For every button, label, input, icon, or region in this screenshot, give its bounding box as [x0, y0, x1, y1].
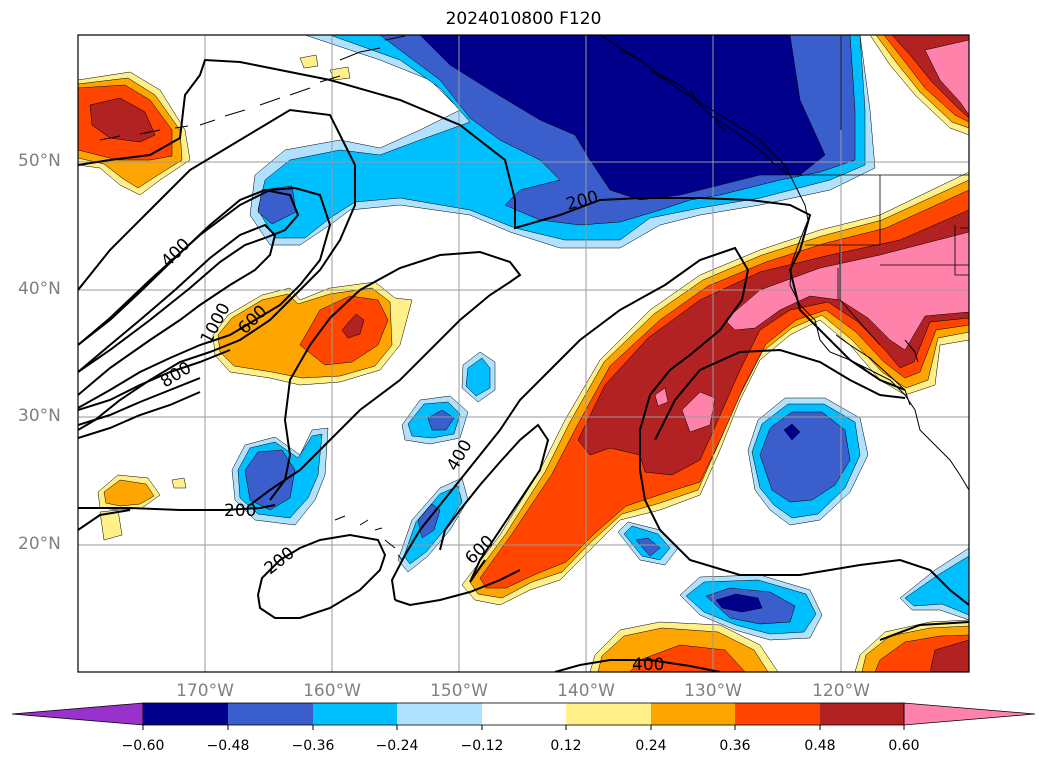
colorbar-ticks: [142, 725, 905, 730]
map-title: 2024010800 F120: [445, 9, 602, 29]
colorbar-swatch: [566, 703, 651, 725]
colorbar-swatch: [735, 703, 820, 725]
colorbar-tick-label: −0.12: [460, 738, 504, 754]
colorbar-extend-high: [903, 702, 1036, 726]
contour-label: 200: [224, 501, 256, 521]
colorbar-tick-label: −0.60: [121, 738, 165, 754]
colorbar-swatch: [651, 703, 735, 725]
colorbar-tick-label: 0.60: [888, 738, 920, 754]
lat-label: 50°N: [18, 151, 61, 171]
colorbar-tick-label: 0.12: [550, 738, 582, 754]
lat-label: 40°N: [18, 279, 61, 299]
lon-label: 130°W: [684, 681, 742, 701]
contour-label: 400: [157, 234, 194, 271]
colorbar-tick-label: 0.24: [635, 738, 667, 754]
colorbar-tick-label: −0.24: [375, 738, 419, 754]
map-plot-area: 400 1000 600 800 200 200 200 400 600 400: [78, 35, 969, 675]
colorbar: [11, 702, 1036, 730]
graticule: [78, 35, 969, 672]
lon-label: 170°W: [176, 681, 234, 701]
lon-label: 160°W: [303, 681, 361, 701]
map-frame: [77, 34, 970, 673]
colorbar-tick-label: −0.36: [291, 738, 335, 754]
colorbar-extend-low: [11, 702, 144, 726]
lon-label: 120°W: [812, 681, 870, 701]
contour-label: 400: [632, 655, 664, 675]
colorbar-swatch: [820, 703, 904, 725]
contour-label: 400: [443, 436, 477, 474]
colorbar-swatch: [482, 703, 566, 725]
height-contours: [78, 58, 969, 672]
lat-label: 30°N: [18, 406, 61, 426]
colorbar-swatch: [313, 703, 397, 725]
colorbar-swatch: [228, 703, 313, 725]
coastlines: [99, 35, 969, 561]
colorbar-swatch: [143, 703, 228, 725]
colorbar-tick-label: 0.36: [719, 738, 751, 754]
colorbar-tick-label: 0.48: [804, 738, 836, 754]
lon-label: 140°W: [557, 681, 615, 701]
colorbar-swatch: [397, 703, 482, 725]
political-borders: [795, 35, 969, 346]
lat-label: 20°N: [18, 534, 61, 554]
colorbar-tick-label: −0.48: [206, 738, 250, 754]
lon-label: 150°W: [430, 681, 488, 701]
